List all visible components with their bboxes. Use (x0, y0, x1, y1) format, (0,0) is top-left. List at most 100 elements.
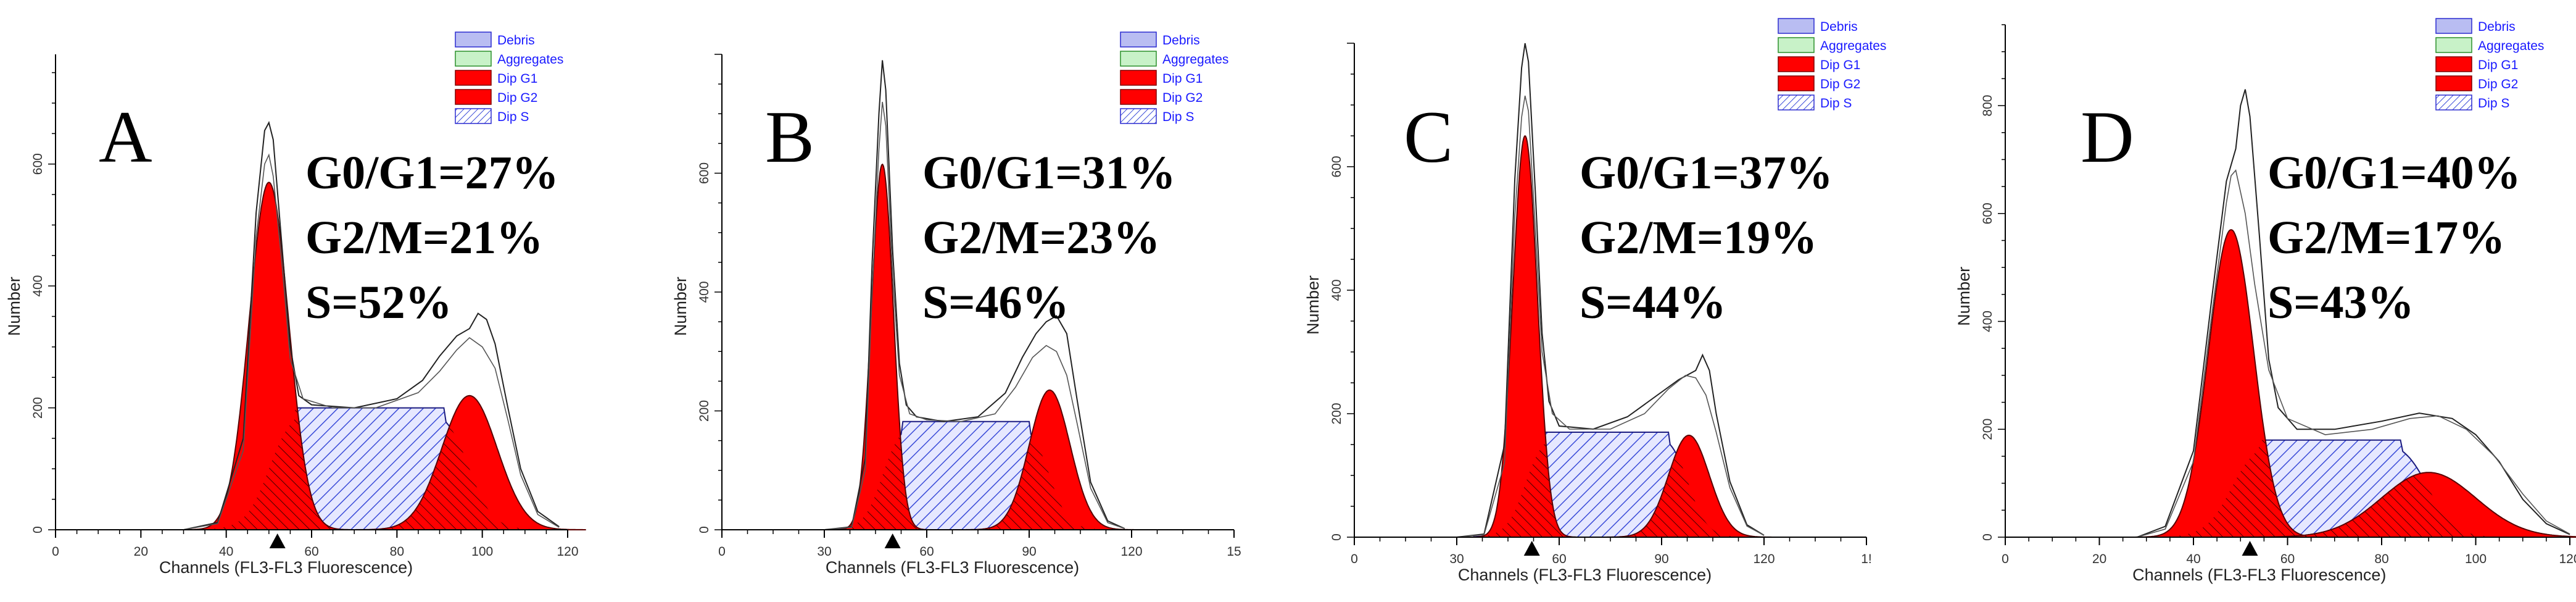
legend-label: Aggregates (497, 52, 563, 67)
legend-label: Dip G2 (2478, 77, 2518, 91)
annotation-2: S=44% (1580, 277, 1726, 328)
legend-swatch (455, 51, 492, 67)
dip-g1-peak (186, 182, 352, 530)
panel-letter: B (765, 96, 814, 178)
legend-swatch (1778, 56, 1815, 72)
x-tick-label: 30 (817, 545, 831, 559)
y-axis-title: Number (5, 277, 23, 336)
legend-label: Dip G2 (497, 91, 537, 105)
legend-label: Aggregates (1820, 39, 1886, 53)
legend-swatch (455, 89, 492, 105)
x-tick-label: 0 (52, 545, 59, 559)
y-tick-label: 0 (1330, 533, 1344, 541)
fit-line (824, 101, 1125, 530)
legend-swatch (1120, 108, 1157, 124)
x-axis-title: Channels (FL3-FL3 Fluorescence) (1458, 566, 1712, 584)
x-tick-label: 120 (1753, 552, 1775, 566)
channel-marker-triangle (269, 533, 286, 548)
x-tick-label: 30 (1449, 552, 1464, 566)
g1-s-overlap (186, 408, 352, 530)
y-tick-label: 400 (697, 281, 711, 303)
legend-swatch (1778, 18, 1815, 34)
y-tick-label: 400 (1981, 311, 1995, 332)
annotation-0: G0/G1=27% (305, 147, 559, 199)
y-tick-label: 200 (1330, 403, 1344, 424)
histogram-line (183, 120, 560, 530)
legend-label: Dip G1 (497, 72, 537, 86)
y-tick-label: 0 (31, 526, 45, 533)
legend-label: Dip S (497, 110, 529, 124)
legend-label: Dip S (2478, 96, 2509, 111)
legend-swatch (455, 70, 492, 86)
y-tick-label: 800 (1981, 95, 1995, 117)
channel-marker-triangle (884, 533, 901, 548)
y-tick-label: 200 (1981, 419, 1995, 440)
x-tick-label: 60 (1552, 552, 1566, 566)
panel-letter: C (1404, 96, 1453, 178)
x-tick-label: 1! (1861, 552, 1872, 566)
x-tick-label: 40 (219, 545, 233, 559)
legend-swatch (1120, 89, 1157, 105)
x-tick-label: 100 (2465, 552, 2487, 566)
x-tick-label: 60 (304, 545, 318, 559)
y-axis-title: Number (1955, 267, 1973, 326)
annotation-1: G2/M=21% (305, 212, 543, 264)
legend-label: Dip S (1820, 96, 1852, 111)
x-tick-label: 40 (2186, 552, 2200, 566)
y-tick-label: 600 (1981, 203, 1995, 224)
dip-g2-peak (353, 395, 586, 530)
x-tick-label: 0 (2002, 552, 2009, 566)
g2-s-overlap (2231, 474, 2576, 537)
x-tick-label: 60 (2280, 552, 2295, 566)
y-tick-label: 0 (1981, 533, 1995, 541)
annotation-1: G2/M=19% (1580, 212, 1817, 264)
y-tick-label: 400 (1330, 279, 1344, 301)
annotation-0: G0/G1=37% (1580, 147, 1833, 199)
annotation-2: S=43% (2267, 277, 2414, 328)
g1-s-overlap (1473, 443, 1577, 537)
legend-label: Dip G2 (1820, 77, 1860, 91)
x-axis-title: Channels (FL3-FL3 Fluorescence) (2132, 566, 2386, 584)
legend-swatch (1120, 51, 1157, 67)
legend-swatch (1120, 70, 1157, 86)
legend-label: Dip G1 (1820, 58, 1860, 72)
legend-swatch (2435, 37, 2472, 53)
legend-swatch (2435, 56, 2472, 72)
legend-label: Aggregates (2478, 39, 2544, 53)
fit-line (1456, 95, 1765, 538)
legend-swatch (2435, 18, 2472, 34)
annotation-1: G2/M=17% (2267, 212, 2505, 264)
legend-swatch (455, 108, 492, 124)
histogram-line (824, 60, 1125, 530)
legend-label: Debris (2478, 20, 2516, 34)
g2-s-overlap (963, 435, 1136, 530)
x-tick-label: 20 (2092, 552, 2106, 566)
y-axis-title: Number (671, 277, 690, 336)
g1-s-overlap (2136, 440, 2326, 537)
chart-panel-c: 0 30 60 90 120 1! 0 200 400 600 Channels (FL3-FL3 … (1304, 18, 1886, 584)
chart-panel-a: 0 20 40 60 80 100 120 0 200 400 600 Channels (FL3-F… (5, 31, 586, 577)
legend-label: Debris (497, 33, 535, 48)
legend-label: Dip G1 (2478, 58, 2518, 72)
x-tick-label: 90 (1022, 545, 1036, 559)
legend-swatch (455, 31, 492, 48)
x-axis-title: Channels (FL3-FL3 Fluorescence) (826, 558, 1079, 577)
g2-s-overlap (353, 427, 586, 530)
chart-panel-d: 0 20 40 60 80 100 120 0 200 400 600 800 Channels (FL… (1955, 18, 2576, 584)
annotation-2: S=52% (305, 277, 452, 328)
x-tick-label: 80 (390, 545, 404, 559)
legend-label: Dip G2 (1162, 91, 1203, 105)
y-tick-label: 600 (31, 153, 45, 175)
y-tick-label: 600 (697, 162, 711, 184)
x-tick-label: 20 (134, 545, 148, 559)
x-tick-label: 0 (1351, 552, 1358, 566)
histogram-line (1456, 43, 1765, 538)
fit-line (2137, 169, 2570, 538)
x-tick-label: 120 (2559, 552, 2576, 566)
annotation-0: G0/G1=40% (2267, 147, 2521, 199)
fit-line (183, 153, 560, 530)
x-tick-label: 60 (919, 545, 934, 559)
x-tick-label: 120 (557, 545, 578, 559)
